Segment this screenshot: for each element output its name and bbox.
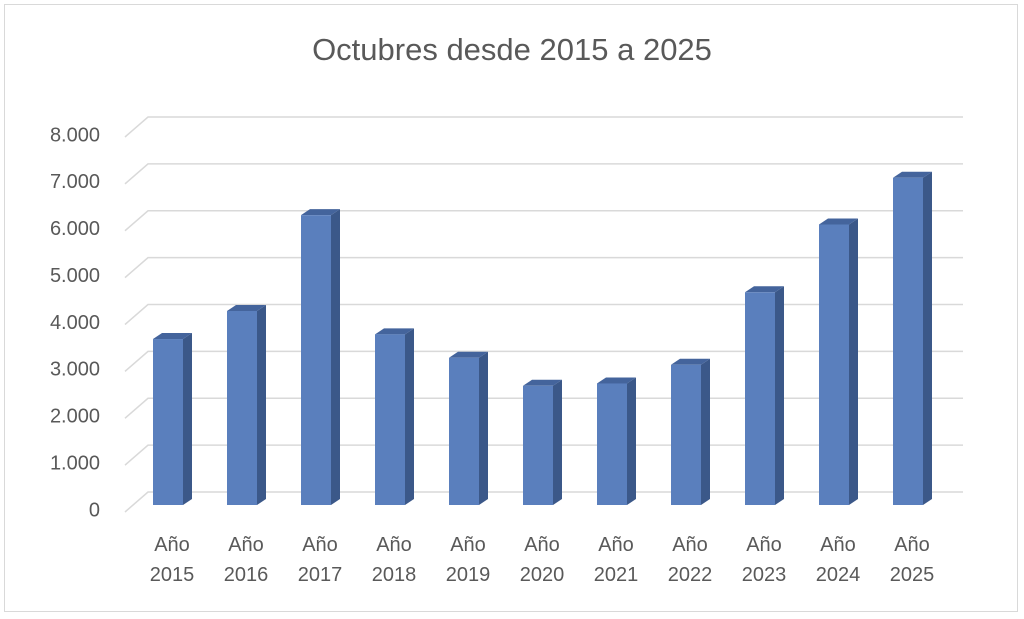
bar-front [597, 383, 627, 505]
bar-front [523, 385, 553, 505]
bar [375, 328, 414, 505]
bar-front [449, 357, 479, 505]
bar-top [227, 304, 266, 311]
bar-front [671, 364, 701, 505]
bar-top [819, 218, 858, 225]
bar-top [597, 377, 636, 384]
y-tick-label: 1.000 [50, 452, 100, 474]
bar-top [153, 333, 192, 340]
bar-top [745, 286, 784, 293]
x-tick-label: Año 2024 [815, 534, 861, 586]
bar-side [183, 333, 192, 505]
bar-side [257, 304, 266, 505]
bar-side [627, 377, 636, 505]
x-tick-label: Año 2019 [445, 534, 491, 586]
bar [449, 351, 488, 505]
y-tick-label: 2.000 [50, 406, 100, 428]
chart-frame [4, 4, 1018, 612]
x-tick-label: Año 2021 [593, 534, 639, 586]
bar-front [893, 177, 923, 505]
bar [597, 377, 636, 505]
bar-side [479, 351, 488, 505]
x-tick-label: Año 2023 [741, 534, 787, 586]
bar-side [923, 171, 932, 505]
bar [227, 304, 266, 505]
x-tick-label: Año 2015 [149, 534, 195, 586]
bar [819, 218, 858, 505]
x-tick-label: Año 2017 [297, 534, 343, 586]
bar-top [449, 351, 488, 358]
y-tick-label: 5.000 [50, 265, 100, 287]
grid-line [124, 210, 963, 232]
grid-line [124, 116, 963, 138]
bar [153, 333, 192, 505]
x-tick-label: Año 2020 [519, 534, 565, 586]
y-tick-label: 3.000 [50, 359, 100, 381]
bar-top [893, 171, 932, 178]
bar-front [375, 334, 405, 505]
bar-side [849, 218, 858, 505]
bar-side [553, 379, 562, 505]
y-tick-label: 7.000 [50, 171, 100, 193]
y-tick-label: 6.000 [50, 218, 100, 240]
bar [671, 358, 710, 505]
bar-front [153, 339, 183, 505]
y-tick-label: 8.000 [50, 124, 100, 146]
x-tick-label: Año 2016 [223, 534, 269, 586]
bar [301, 209, 340, 505]
x-tick-label: Año 2018 [371, 534, 417, 586]
y-tick-label: 0 [89, 499, 100, 521]
bar-front [819, 224, 849, 505]
bar-front [227, 310, 257, 505]
x-tick-label: Año 2022 [667, 534, 713, 586]
bar [523, 379, 562, 505]
bar-top [523, 379, 562, 386]
bar-front [301, 215, 331, 505]
grid-line [124, 163, 963, 185]
bar-top [301, 209, 340, 216]
grid-line [124, 256, 963, 279]
bar-side [775, 286, 784, 505]
grid-line [124, 350, 963, 372]
chart-title: Octubres desde 2015 a 2025 [312, 32, 712, 67]
x-tick-label: Año 2025 [889, 534, 935, 586]
bar [745, 286, 784, 505]
bar-side [405, 328, 414, 505]
bar-front [745, 292, 775, 505]
bar-top [375, 328, 414, 335]
bar-side [701, 358, 710, 505]
bar-side [331, 209, 340, 505]
y-tick-label: 4.000 [50, 312, 100, 334]
bar [893, 171, 932, 505]
grid-line [124, 303, 963, 326]
bar-top [671, 358, 710, 365]
